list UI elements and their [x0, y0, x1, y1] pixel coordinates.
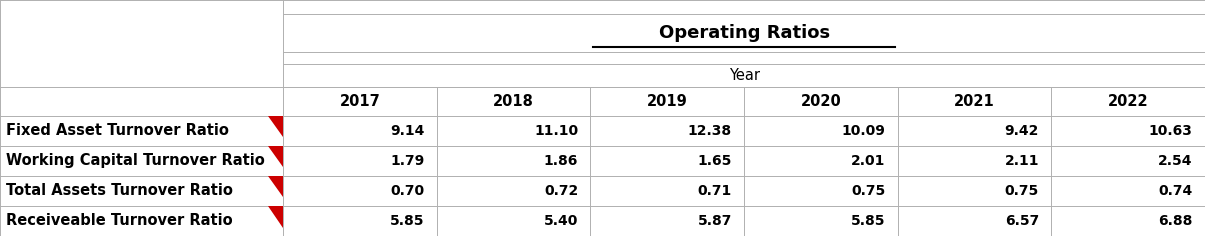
Polygon shape: [268, 206, 283, 228]
Text: 0.75: 0.75: [1005, 184, 1039, 198]
Text: Receiveable Turnover Ratio: Receiveable Turnover Ratio: [6, 213, 233, 228]
Text: 2020: 2020: [800, 94, 841, 109]
Text: 5.85: 5.85: [390, 214, 424, 228]
Text: 6.57: 6.57: [1005, 214, 1039, 228]
Text: Operating Ratios: Operating Ratios: [658, 24, 830, 42]
Text: 2019: 2019: [647, 94, 688, 109]
Text: 0.75: 0.75: [851, 184, 886, 198]
Text: 11.10: 11.10: [534, 124, 578, 138]
Text: 2.11: 2.11: [1005, 154, 1039, 168]
Text: 12.38: 12.38: [688, 124, 731, 138]
Text: 5.87: 5.87: [698, 214, 731, 228]
Text: 0.71: 0.71: [698, 184, 731, 198]
Text: 2.54: 2.54: [1158, 154, 1193, 168]
Text: Working Capital Turnover Ratio: Working Capital Turnover Ratio: [6, 153, 265, 168]
Polygon shape: [268, 116, 283, 137]
Text: 0.72: 0.72: [543, 184, 578, 198]
Text: 5.85: 5.85: [851, 214, 886, 228]
Text: 9.42: 9.42: [1005, 124, 1039, 138]
Polygon shape: [268, 146, 283, 167]
Text: 1.79: 1.79: [390, 154, 424, 168]
Text: 1.86: 1.86: [543, 154, 578, 168]
Text: 2.01: 2.01: [851, 154, 886, 168]
Text: 2018: 2018: [493, 94, 534, 109]
Text: 1.65: 1.65: [698, 154, 731, 168]
Text: 2017: 2017: [340, 94, 381, 109]
Text: 5.40: 5.40: [543, 214, 578, 228]
Text: Total Assets Turnover Ratio: Total Assets Turnover Ratio: [6, 183, 233, 198]
Text: 0.70: 0.70: [390, 184, 424, 198]
Text: Year: Year: [729, 68, 759, 83]
Text: 0.74: 0.74: [1158, 184, 1193, 198]
Text: 9.14: 9.14: [390, 124, 424, 138]
Text: Fixed Asset Turnover Ratio: Fixed Asset Turnover Ratio: [6, 123, 229, 138]
Text: 10.09: 10.09: [841, 124, 886, 138]
Text: 2021: 2021: [954, 94, 995, 109]
Text: 6.88: 6.88: [1158, 214, 1193, 228]
Text: 10.63: 10.63: [1148, 124, 1193, 138]
Polygon shape: [268, 176, 283, 198]
Text: 2022: 2022: [1107, 94, 1148, 109]
